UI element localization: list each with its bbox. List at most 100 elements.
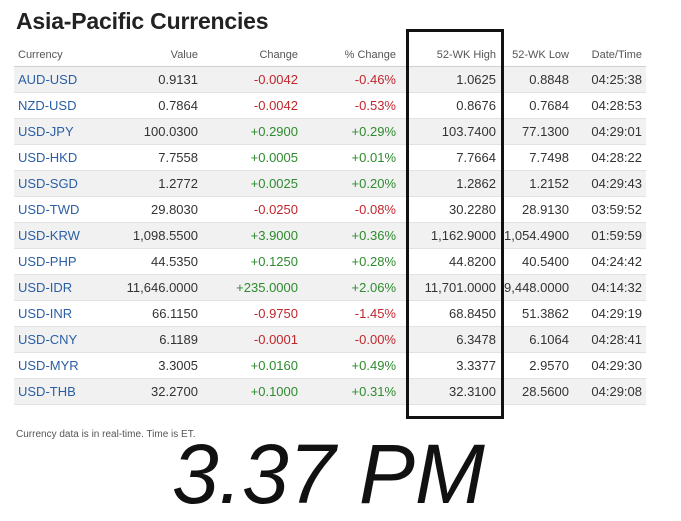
currency-cell: USD-HKD [14,144,108,171]
pct-change-cell: +0.49% [302,352,400,379]
pct-change-cell: +0.01% [302,144,400,171]
high-52wk-cell: 68.8450 [400,300,500,327]
currency-cell: NZD-USD [14,92,108,119]
time-cell: 04:29:08 [573,378,646,405]
low-52wk-cell: 9,448.0000 [500,274,573,301]
value-cell: 6.1189 [108,326,202,353]
currency-link[interactable]: USD-MYR [18,358,79,373]
value-cell: 0.7864 [108,92,202,119]
value-cell: 32.2700 [108,378,202,405]
currency-link[interactable]: USD-PHP [18,254,77,269]
currency-link[interactable]: USD-KRW [18,228,80,243]
high-52wk-cell: 44.8200 [400,248,500,275]
currency-link[interactable]: USD-JPY [18,124,74,139]
currency-cell: AUD-USD [14,66,108,93]
high-52wk-cell: 0.8676 [400,92,500,119]
pct-change-cell: -0.08% [302,196,400,223]
change-cell: -0.0042 [202,66,302,93]
table-row: USD-KRW 1,098.5500 +3.9000 +0.36% 1,162.9000… [14,222,646,249]
low-52wk-cell: 28.5600 [500,378,573,405]
currency-table: Currency Value Change % Change 52-WK Hig… [14,44,646,405]
value-cell: 29.8030 [108,196,202,223]
low-52wk-cell: 1.2152 [500,170,573,197]
column-header-value[interactable]: Value [108,44,202,67]
column-header-date-time[interactable]: Date/Time [573,44,646,67]
value-cell: 1.2772 [108,170,202,197]
table-body: AUD-USD 0.9131 -0.0042 -0.46% 1.0625 0.8848 04… [14,66,646,405]
low-52wk-cell: 2.9570 [500,352,573,379]
currency-cell: USD-SGD [14,170,108,197]
low-52wk-cell: 6.1064 [500,326,573,353]
time-cell: 04:29:01 [573,118,646,145]
currency-cell: USD-IDR [14,274,108,301]
pct-change-cell: +0.20% [302,170,400,197]
time-cell: 03:59:52 [573,196,646,223]
highlight-annotation-box [406,29,504,419]
low-52wk-cell: 1,054.4900 [500,222,573,249]
change-cell: +0.1250 [202,248,302,275]
pct-change-cell: +0.36% [302,222,400,249]
time-cell: 04:28:53 [573,92,646,119]
table-row: USD-PHP 44.5350 +0.1250 +0.28% 44.8200 40.540… [14,248,646,275]
table-row: USD-TWD 29.8030 -0.0250 -0.08% 30.2280 28.913… [14,196,646,223]
table-row: USD-THB 32.2700 +0.1000 +0.31% 32.3100 28.560… [14,378,646,405]
change-cell: -0.0042 [202,92,302,119]
low-52wk-cell: 51.3862 [500,300,573,327]
low-52wk-cell: 28.9130 [500,196,573,223]
currency-link[interactable]: USD-INR [18,306,73,321]
change-cell: +0.1000 [202,378,302,405]
high-52wk-cell: 1,162.9000 [400,222,500,249]
high-52wk-cell: 11,701.0000 [400,274,500,301]
currency-link[interactable]: AUD-USD [18,72,78,87]
column-header-52wk-high[interactable]: 52-WK High [400,44,500,67]
pct-change-cell: -1.45% [302,300,400,327]
change-cell: +0.0005 [202,144,302,171]
change-cell: -0.0001 [202,326,302,353]
time-cell: 04:24:42 [573,248,646,275]
currency-cell: USD-PHP [14,248,108,275]
high-52wk-cell: 6.3478 [400,326,500,353]
high-52wk-cell: 103.7400 [400,118,500,145]
column-header-change[interactable]: Change [202,44,302,67]
column-header-pct-change[interactable]: % Change [302,44,400,67]
currency-link[interactable]: USD-THB [18,384,76,399]
pct-change-cell: +0.31% [302,378,400,405]
table-row: USD-CNY 6.1189 -0.0001 -0.00% 6.3478 6.1064 04… [14,326,646,353]
value-cell: 7.7558 [108,144,202,171]
table-row: USD-MYR 3.3005 +0.0160 +0.49% 3.3377 2.9570 04… [14,352,646,379]
value-cell: 11,646.0000 [108,274,202,301]
column-header-currency[interactable]: Currency [14,44,108,67]
change-cell: +0.0025 [202,170,302,197]
time-cell: 04:29:43 [573,170,646,197]
low-52wk-cell: 77.1300 [500,118,573,145]
table-row: USD-HKD 7.7558 +0.0005 +0.01% 7.7664 7.7498 04… [14,144,646,171]
table-header-row: Currency Value Change % Change 52-WK Hig… [14,44,646,67]
table-row: USD-JPY 100.0300 +0.2900 +0.29% 103.7400 77.1… [14,118,646,145]
pct-change-cell: +0.29% [302,118,400,145]
currency-link[interactable]: USD-CNY [18,332,78,347]
value-cell: 0.9131 [108,66,202,93]
currency-link[interactable]: USD-IDR [18,280,73,295]
time-cell: 04:29:30 [573,352,646,379]
pct-change-cell: -0.53% [302,92,400,119]
column-header-52wk-low[interactable]: 52-WK Low [500,44,573,67]
currency-link[interactable]: USD-SGD [18,176,78,191]
high-52wk-cell: 3.3377 [400,352,500,379]
currency-link[interactable]: USD-HKD [18,150,78,165]
table-row: AUD-USD 0.9131 -0.0042 -0.46% 1.0625 0.8848 04… [14,66,646,93]
value-cell: 1,098.5500 [108,222,202,249]
low-52wk-cell: 40.5400 [500,248,573,275]
pct-change-cell: +0.28% [302,248,400,275]
value-cell: 3.3005 [108,352,202,379]
pct-change-cell: -0.00% [302,326,400,353]
currency-link[interactable]: NZD-USD [18,98,77,113]
high-52wk-cell: 32.3100 [400,378,500,405]
table-row: USD-INR 66.1150 -0.9750 -1.45% 68.8450 51.386… [14,300,646,327]
low-52wk-cell: 0.8848 [500,66,573,93]
table-row: USD-SGD 1.2772 +0.0025 +0.20% 1.2862 1.2152 04… [14,170,646,197]
high-52wk-cell: 7.7664 [400,144,500,171]
currency-link[interactable]: USD-TWD [18,202,80,217]
footnote: Currency data is in real-time. Time is E… [16,429,196,440]
low-52wk-cell: 0.7684 [500,92,573,119]
table-row: USD-IDR 11,646.0000 +235.0000 +2.06% 11,701.… [14,274,646,301]
